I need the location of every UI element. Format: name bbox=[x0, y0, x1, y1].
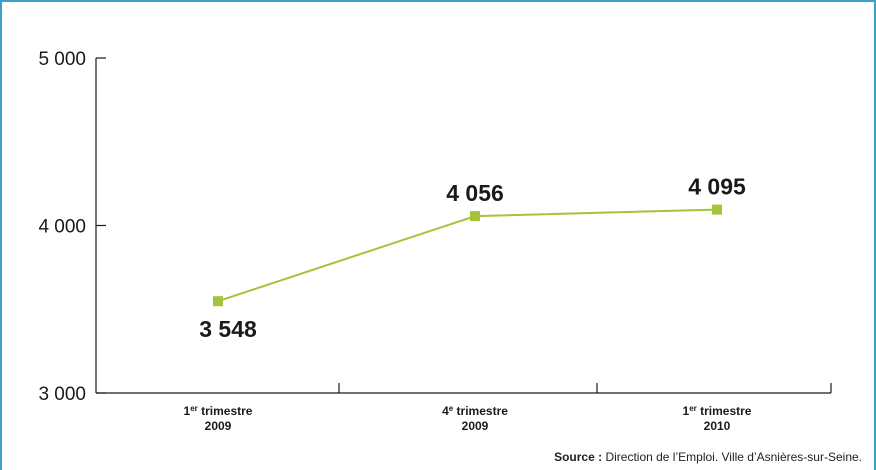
y-tick-label-0: 3 000 bbox=[38, 384, 86, 405]
series-line-group bbox=[213, 204, 722, 307]
data-point-2 bbox=[712, 204, 722, 215]
source-prefix: Source : bbox=[554, 450, 603, 464]
y-ticks: 3 000 4 000 5 000 bbox=[38, 49, 106, 405]
data-label-0: 3 548 bbox=[199, 316, 257, 342]
data-point-0 bbox=[213, 296, 223, 307]
data-labels: 3 548 4 056 4 095 bbox=[199, 174, 746, 343]
x-tick-year-0: 2009 bbox=[205, 419, 232, 433]
data-label-1: 4 056 bbox=[446, 180, 504, 206]
data-point-1 bbox=[470, 211, 480, 222]
y-tick-label-1: 4 000 bbox=[38, 217, 86, 238]
series-line bbox=[217, 208, 718, 303]
source-text: Direction de l’Emploi. Ville d’Asnières-… bbox=[602, 450, 862, 464]
source-note: Source : Direction de l’Emploi. Ville d’… bbox=[554, 450, 862, 464]
y-tick-label-2: 5 000 bbox=[38, 49, 86, 70]
x-tick-label-2: 1er trimestre bbox=[683, 404, 752, 419]
x-tick-label-0: 1er trimestre bbox=[184, 404, 253, 419]
x-tick-label-1: 4e trimestre bbox=[442, 404, 508, 419]
data-label-2: 4 095 bbox=[688, 174, 746, 200]
x-tick-year-2: 2010 bbox=[704, 419, 731, 433]
x-tick-year-1: 2009 bbox=[462, 419, 489, 433]
